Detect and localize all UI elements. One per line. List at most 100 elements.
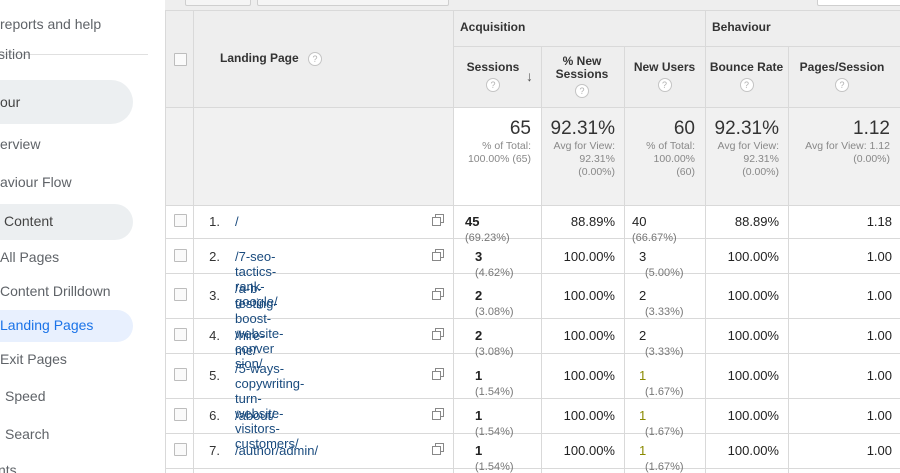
totals-pages-sub: (0.00%): [853, 153, 890, 165]
select-all-checkbox[interactable]: [174, 53, 187, 66]
landing-page-link[interactable]: /hire-me/: [235, 328, 265, 358]
totals-bounce-sub: Avg for View:: [717, 140, 779, 152]
col-header-sessions-label: Sessions: [466, 60, 520, 74]
open-link-icon[interactable]: [432, 328, 444, 340]
row-number: 2.: [209, 249, 220, 264]
landing-page-link[interactable]: /5-ways-copywriting-turn-website- visito…: [235, 361, 304, 451]
help-icon[interactable]: ?: [308, 52, 323, 66]
new-sessions-cell: 100.00%: [563, 288, 615, 303]
totals-bounce-sub: 92.31%: [743, 153, 779, 165]
new-sessions-cell: 100.00%: [563, 408, 615, 423]
sessions-cell: 2 (3.08%): [475, 328, 514, 358]
new-users-cell: 3 (5.00%): [639, 249, 684, 279]
new-users-cell: 1 (1.67%): [639, 368, 684, 398]
landing-page-link[interactable]: /: [235, 214, 239, 229]
row-number: 5.: [209, 368, 220, 383]
nav-behaviour-flow[interactable]: aviour Flow: [0, 174, 72, 190]
row-checkbox[interactable]: [174, 368, 187, 381]
nav-all-pages[interactable]: All Pages: [0, 249, 60, 265]
sort-desc-icon[interactable]: ↓: [526, 68, 533, 84]
open-link-icon[interactable]: [432, 288, 444, 300]
bounce-rate-cell: 100.00%: [727, 443, 779, 458]
sessions-cell: 1 (1.54%): [475, 368, 514, 398]
open-link-icon[interactable]: [432, 249, 444, 261]
nav-site-content-highlight: [0, 204, 133, 240]
totals-pages-session: 1.12 Avg for View: 1.12 (0.00%): [788, 118, 890, 166]
row-checkbox[interactable]: [174, 249, 187, 262]
row-number: 3.: [209, 288, 220, 303]
grid-line: [165, 10, 166, 473]
help-icon[interactable]: ?: [575, 84, 589, 98]
new-users-cell: 2 (3.33%): [639, 288, 684, 318]
grid-line: [165, 318, 900, 319]
grid-line: [165, 433, 900, 434]
row-checkbox[interactable]: [174, 214, 187, 227]
col-header-new-users[interactable]: New Users ?: [624, 61, 705, 92]
nav-landing-pages[interactable]: Landing Pages: [0, 317, 94, 333]
col-header-landing-page-label: Landing Page: [220, 51, 299, 65]
toolbar-search[interactable]: [817, 0, 900, 6]
open-link-icon[interactable]: [432, 368, 444, 380]
help-icon[interactable]: ?: [657, 78, 672, 92]
totals-sessions-sub: % of Total:: [482, 140, 531, 152]
totals-new-users-sub: % of Total:: [646, 140, 695, 152]
row-number: 4.: [209, 328, 220, 343]
col-header-landing-page[interactable]: Landing Page ?: [193, 52, 453, 66]
nav-landing-pages-highlight: [0, 310, 133, 342]
landing-page-link-line: /5-ways-copywriting-turn-website-: [235, 361, 305, 421]
row-checkbox[interactable]: [174, 443, 187, 456]
totals-new-users-sub: 100.00%: [653, 153, 695, 165]
nav-acquisition[interactable]: sition: [0, 46, 31, 62]
sessions-pct: (1.54%): [475, 426, 514, 438]
landing-page-link[interactable]: /7-seo-tactics-rank-google/: [235, 249, 278, 309]
help-icon[interactable]: ?: [835, 78, 849, 92]
new-users-cell: 40 (66.67%): [632, 214, 677, 244]
totals-new-users-sub: (60): [676, 166, 695, 178]
nav-overview[interactable]: erview: [0, 136, 41, 152]
nav-exit-pages[interactable]: Exit Pages: [0, 351, 67, 367]
toolbar-button[interactable]: [185, 0, 251, 6]
bounce-rate-cell: 100.00%: [727, 288, 779, 303]
row-checkbox[interactable]: [174, 288, 187, 301]
group-header-behaviour: Behaviour: [712, 20, 771, 34]
grid-line: [788, 46, 789, 473]
totals-sessions: 65 % of Total: 100.00% (65): [453, 118, 531, 166]
row-checkbox[interactable]: [174, 408, 187, 421]
landing-page-link[interactable]: /a-b-testing-boost-website-conver sion/: [235, 281, 283, 371]
col-header-pages-session[interactable]: Pages/Session ?: [788, 61, 896, 92]
nav-site-search[interactable]: Search: [5, 426, 50, 442]
col-header-sessions[interactable]: Sessions ?: [453, 61, 533, 92]
new-users-cell: 2 (3.33%): [639, 328, 684, 358]
nav-events[interactable]: nts: [0, 462, 17, 473]
nav-reports-help[interactable]: reports and help: [0, 16, 102, 32]
col-header-bounce-rate[interactable]: Bounce Rate ?: [705, 61, 788, 92]
grid-line: [165, 398, 900, 399]
landing-page-link[interactable]: /author/admin/: [235, 443, 319, 458]
col-header-new-sessions-label: % New Sessions: [555, 54, 609, 81]
totals-sessions-sub: 100.00% (65): [467, 153, 531, 165]
sessions-pct: (69.23%): [465, 232, 510, 244]
landing-page-link[interactable]: /about/: [235, 408, 275, 423]
grid-line: [453, 46, 900, 47]
toolbar-dropdown[interactable]: [257, 0, 449, 6]
open-link-icon[interactable]: [432, 214, 444, 226]
new-users-pct: (1.67%): [645, 386, 684, 398]
open-link-icon[interactable]: [432, 408, 444, 420]
nav-content-drilldown[interactable]: Content Drilldown: [0, 283, 111, 299]
new-users-pct: (5.00%): [645, 267, 684, 279]
pages-session-cell: 1.18: [866, 214, 892, 229]
help-icon[interactable]: ?: [739, 78, 754, 92]
sessions-pct: (1.54%): [475, 461, 514, 473]
col-header-new-sessions[interactable]: % New Sessions ?: [552, 55, 612, 98]
nav-site-speed[interactable]: Speed: [5, 388, 46, 404]
row-checkbox[interactable]: [174, 328, 187, 341]
sessions-pct: (1.54%): [475, 386, 514, 398]
nav-behaviour[interactable]: our: [0, 94, 21, 110]
nav-behaviour-highlight: [0, 80, 133, 124]
help-icon[interactable]: ?: [486, 78, 500, 92]
group-header-acquisition: Acquisition: [460, 20, 526, 34]
open-link-icon[interactable]: [432, 443, 444, 455]
nav-site-content[interactable]: Content: [4, 213, 54, 229]
bounce-rate-cell: 88.89%: [734, 214, 779, 229]
sessions-pct: (3.08%): [475, 306, 514, 318]
